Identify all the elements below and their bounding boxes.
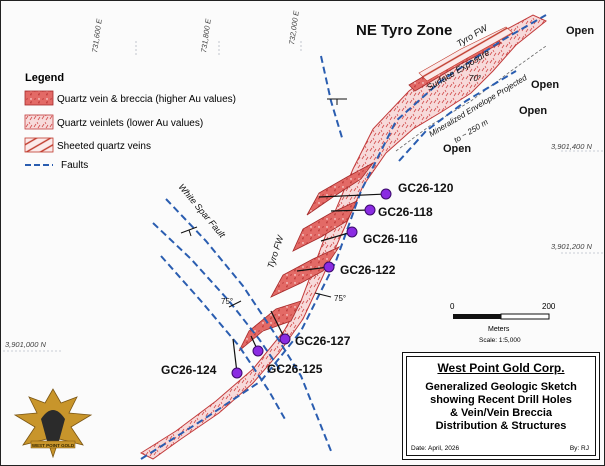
logo-text: WEST POINT GOLD <box>32 443 75 448</box>
drill-hole-gc26-125 <box>252 345 264 357</box>
legend-swatch-veinlets <box>24 114 54 130</box>
projected-envelope <box>395 45 547 152</box>
legend-label-veinlets: Quartz veinlets (lower Au values) <box>57 118 203 129</box>
grid-easting-2: 731,800 E <box>199 17 213 53</box>
scale-bar: 0 200 Meters Scale: 1:5,000 <box>450 302 556 344</box>
tyro-fw-lower-label: Tyro FW <box>265 233 285 270</box>
legend-label-sheeted: Sheeted quartz veins <box>57 141 151 152</box>
drill-hole-gc26-116 <box>346 226 358 238</box>
title-block-inner: West Point Gold Corp. Generalized Geolog… <box>406 356 596 456</box>
scale-end: 200 <box>542 302 556 311</box>
fault-lines <box>140 14 547 460</box>
scale-units: Meters <box>488 326 510 333</box>
grid-easting-3: 732,000 E <box>287 9 301 45</box>
drill-hole-gc26-127 <box>279 333 291 345</box>
legend-swatch-sheeted <box>24 137 54 153</box>
dip-75-left-label: 75° <box>221 297 233 306</box>
map-author: By: RJ <box>569 445 589 452</box>
map-date: Date: April, 2026 <box>411 445 460 452</box>
label-gc26-127: GC26-127 <box>295 334 351 348</box>
label-gc26-116: GC26-116 <box>363 232 418 246</box>
dip-70-label: 70° <box>469 74 482 83</box>
grid-lines <box>3 41 604 352</box>
title-block: West Point Gold Corp. Generalized Geolog… <box>402 352 600 460</box>
grid-northing-2: 3,901,200 N <box>551 242 592 251</box>
dip-symbols <box>180 98 347 308</box>
label-gc26-118: GC26-118 <box>378 205 433 219</box>
legend-swatch-vein-breccia <box>24 90 54 106</box>
drill-hole-gc26-120 <box>380 188 392 200</box>
grid-northing-1: 3,901,400 N <box>551 142 592 151</box>
label-gc26-124: GC26-124 <box>161 363 217 377</box>
company-logo: WEST POINT GOLD <box>13 388 93 459</box>
white-spar-fault-label: White Spar Fault <box>176 182 227 240</box>
scale-start: 0 <box>450 302 455 311</box>
drill-hole-gc26-122 <box>323 261 335 273</box>
drill-hole-labels: GC26-120 GC26-118 GC26-116 GC26-122 GC26… <box>161 181 454 377</box>
label-gc26-120: GC26-120 <box>398 181 454 195</box>
open-label-4: Open <box>443 143 471 155</box>
grid-northing-3: 3,901,000 N <box>5 340 46 349</box>
open-label-3: Open <box>519 105 547 117</box>
open-label-1: Open <box>566 25 594 37</box>
scale-ratio: Scale: 1:5,000 <box>479 337 521 344</box>
zone-title: NE Tyro Zone <box>356 22 452 39</box>
label-gc26-125: GC26-125 <box>267 362 323 376</box>
drill-collars <box>231 188 392 379</box>
legend-label-fault: Faults <box>61 160 88 171</box>
legend-title: Legend <box>25 72 64 84</box>
legend-label-vein-breccia: Quartz vein & breccia (higher Au values) <box>57 94 236 105</box>
company-name: West Point Gold Corp. <box>437 361 565 375</box>
map-subtitle: Generalized Geologic Sketch showing Rece… <box>425 381 577 432</box>
open-label-2: Open <box>531 79 559 91</box>
grid-easting-1: 731,600 E <box>90 17 104 53</box>
drill-hole-gc26-124 <box>231 367 243 379</box>
dip-75-right-label: 75° <box>334 294 346 303</box>
drill-hole-gc26-118 <box>364 204 376 216</box>
legend: Legend Quartz vein & breccia (higher Au … <box>24 72 236 171</box>
label-gc26-122: GC26-122 <box>340 263 396 277</box>
open-labels: Open Open Open Open <box>443 25 594 155</box>
